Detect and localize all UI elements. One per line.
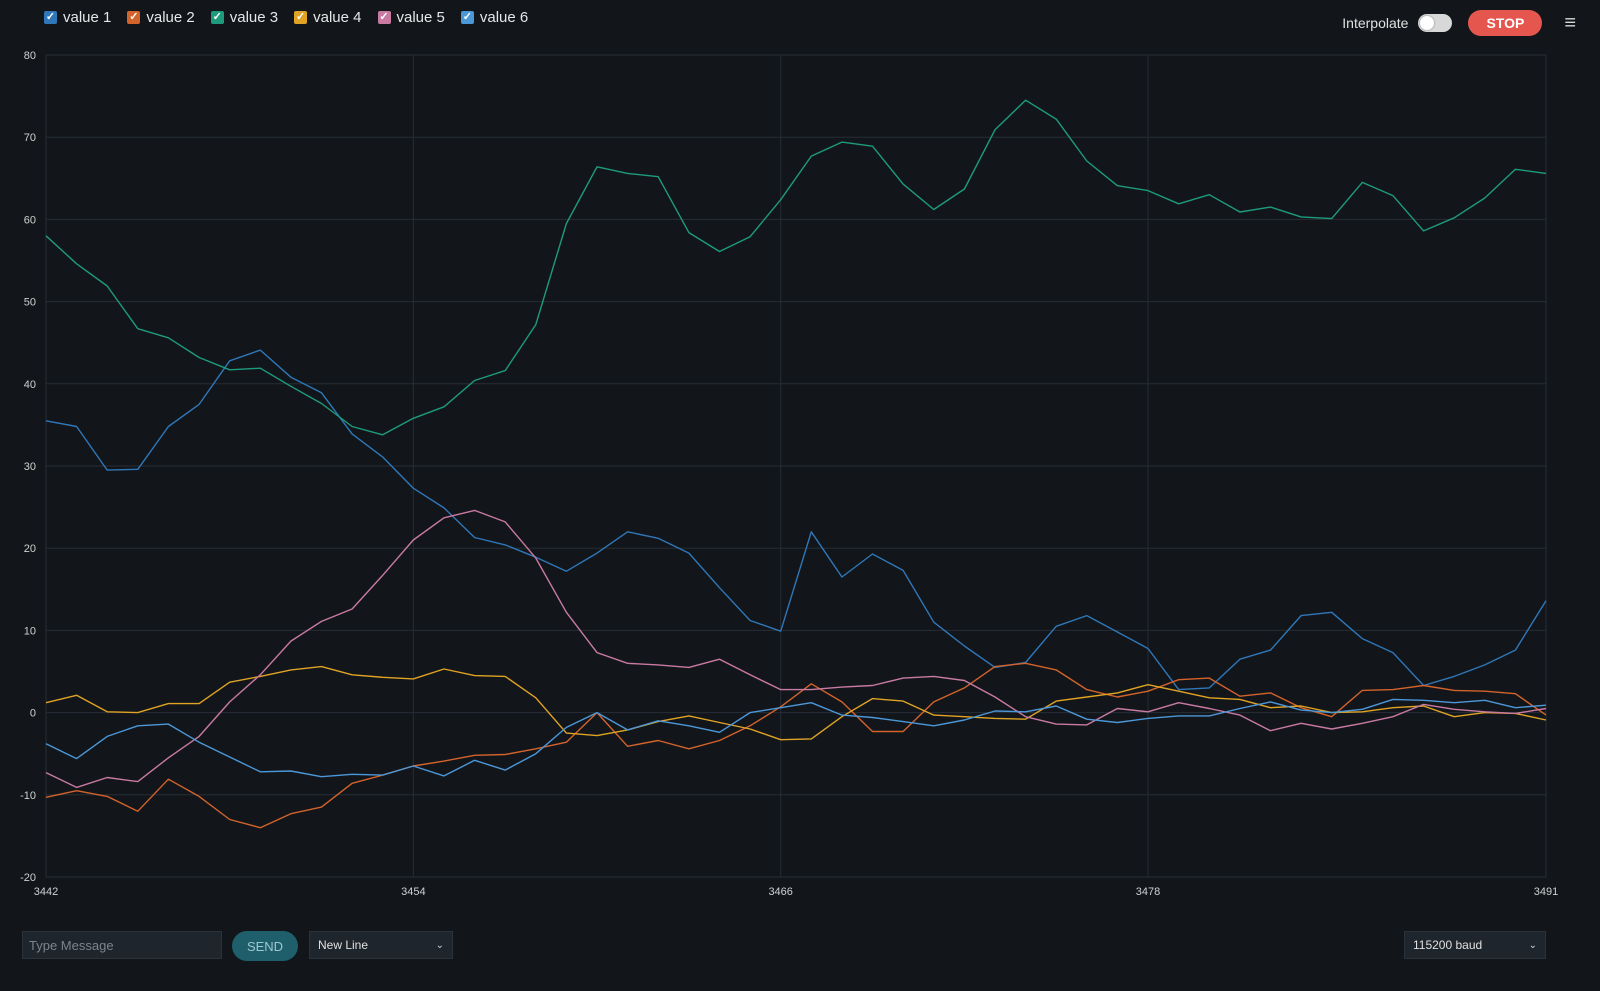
baud-rate-select[interactable]: 115200 baud ⌄ xyxy=(1404,931,1546,959)
legend-label: value 4 xyxy=(313,9,362,26)
y-tick-label: -20 xyxy=(20,872,36,884)
legend-item-value-5[interactable]: ✓ value 5 xyxy=(377,9,445,26)
checkbox-icon[interactable]: ✓ xyxy=(44,11,57,24)
series-line-value-2 xyxy=(45,662,1547,829)
series-line-value-6 xyxy=(45,698,1547,778)
baud-rate-value: 115200 baud xyxy=(1413,938,1483,952)
y-axis-ticks: 80 70 60 50 40 30 20 10 0 -10 -20 xyxy=(20,50,36,884)
legend-label: value 6 xyxy=(479,9,529,26)
y-tick-label: 10 xyxy=(24,625,36,637)
checkbox-icon[interactable]: ✓ xyxy=(210,11,224,24)
y-tick-label: 40 xyxy=(24,379,36,391)
legend-item-value-1[interactable]: ✓ value 1 xyxy=(44,9,111,26)
checkbox-icon[interactable]: ✓ xyxy=(460,11,474,24)
y-tick-label: 0 xyxy=(30,708,36,720)
y-tick-label: 20 xyxy=(24,543,36,555)
checkbox-icon[interactable]: ✓ xyxy=(294,11,308,24)
series-line-value-1 xyxy=(45,349,1547,691)
legend-label: value 3 xyxy=(229,9,279,26)
legend-label: value 2 xyxy=(146,9,195,26)
x-tick-label: 3466 xyxy=(768,886,792,898)
legend-item-value-3[interactable]: ✓ value 3 xyxy=(210,9,279,26)
y-tick-label: 70 xyxy=(24,132,36,144)
legend-label: value 1 xyxy=(63,9,112,26)
send-button[interactable]: SEND xyxy=(232,931,298,961)
serial-plotter-chart: 80 70 60 50 40 30 20 10 0 -10 -20 3442 3454 3466 3478… xyxy=(20,50,1558,898)
x-axis-ticks: 3442 3454 3466 3478 3491 xyxy=(34,886,1558,898)
chevron-down-icon: ⌄ xyxy=(1528,939,1537,951)
y-tick-label: 60 xyxy=(24,214,36,226)
message-input[interactable] xyxy=(22,931,222,959)
legend: ✓ value 1 ✓ value 2 ✓ value 3 ✓ value 4 … xyxy=(44,9,528,26)
line-ending-value: New Line xyxy=(318,938,369,952)
series-lines xyxy=(45,99,1547,829)
interpolate-toggle[interactable] xyxy=(1418,14,1453,32)
clear-menu-icon[interactable]: ≡ xyxy=(1564,11,1576,34)
series-line-value-5 xyxy=(45,509,1547,789)
y-tick-label: 50 xyxy=(24,297,36,309)
line-ending-select[interactable]: New Line ⌄ xyxy=(309,931,453,959)
legend-item-value-2[interactable]: ✓ value 2 xyxy=(127,9,195,26)
top-toolbar: ✓ value 1 ✓ value 2 ✓ value 3 ✓ value 4 … xyxy=(0,0,1600,40)
chevron-down-icon: ⌄ xyxy=(435,939,444,951)
legend-item-value-6[interactable]: ✓ value 6 xyxy=(460,9,529,26)
x-tick-label: 3442 xyxy=(34,886,58,898)
x-tick-label: 3454 xyxy=(401,886,425,898)
stop-button[interactable]: STOP xyxy=(1468,10,1543,36)
y-tick-label: 30 xyxy=(24,461,36,473)
interpolate-label: Interpolate xyxy=(1342,15,1409,31)
legend-item-value-4[interactable]: ✓ value 4 xyxy=(294,9,362,26)
toggle-knob xyxy=(1420,16,1435,30)
series-line-value-3 xyxy=(45,99,1547,436)
x-tick-label: 3491 xyxy=(1534,886,1558,898)
checkbox-icon[interactable]: ✓ xyxy=(377,11,391,24)
x-tick-label: 3478 xyxy=(1136,886,1160,898)
y-tick-label: -10 xyxy=(20,790,36,802)
legend-label: value 5 xyxy=(396,9,445,26)
checkbox-icon[interactable]: ✓ xyxy=(127,11,141,24)
y-tick-label: 80 xyxy=(24,50,36,62)
plotter-controls: Interpolate STOP ≡ xyxy=(1342,10,1576,36)
message-bar: SEND New Line ⌄ 115200 baud ⌄ xyxy=(0,928,1600,978)
series-line-value-4 xyxy=(45,665,1547,741)
